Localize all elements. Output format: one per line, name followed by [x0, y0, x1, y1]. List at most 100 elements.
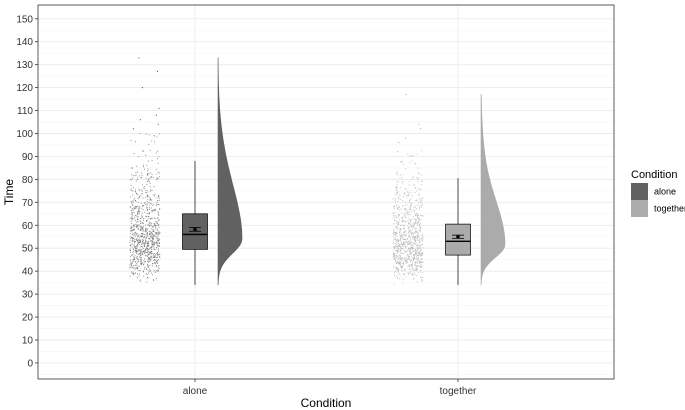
data-point: [157, 217, 159, 219]
data-point: [129, 233, 131, 235]
data-point: [145, 273, 148, 275]
data-point: [399, 198, 402, 201]
data-point: [143, 250, 145, 252]
data-point: [420, 252, 422, 254]
data-point: [137, 216, 139, 218]
data-point: [151, 249, 153, 251]
data-point: [157, 254, 159, 256]
data-point: [397, 200, 399, 202]
data-point: [407, 262, 409, 264]
data-point: [146, 248, 149, 250]
data-point: [149, 226, 151, 228]
data-point: [139, 228, 142, 230]
y-tick-label: 60: [22, 221, 34, 232]
data-point: [146, 245, 148, 247]
data-point: [155, 229, 157, 231]
data-point: [393, 223, 395, 225]
data-point: [159, 254, 161, 256]
data-point: [141, 246, 143, 248]
data-point: [414, 268, 417, 270]
data-point: [148, 172, 150, 174]
data-point: [399, 237, 402, 239]
data-point: [132, 232, 134, 234]
data-point: [137, 245, 139, 247]
data-point: [149, 190, 152, 193]
data-point: [159, 133, 161, 135]
data-point: [137, 258, 139, 260]
data-point: [148, 270, 150, 272]
x-tick-label: together: [440, 386, 477, 397]
data-point: [420, 214, 422, 216]
data-point: [392, 217, 394, 219]
data-point: [396, 242, 398, 244]
data-point: [412, 206, 414, 209]
data-point: [158, 226, 160, 228]
data-point: [156, 70, 159, 73]
data-point: [397, 247, 399, 249]
data-point: [142, 270, 145, 272]
data-point: [392, 232, 394, 234]
data-point: [416, 258, 418, 260]
data-point: [418, 261, 420, 263]
data-point: [154, 195, 156, 197]
data-point: [403, 238, 405, 241]
data-point: [149, 268, 151, 270]
data-point: [408, 255, 411, 257]
data-point: [157, 248, 160, 250]
data-point: [412, 238, 414, 240]
data-point: [396, 261, 398, 264]
data-point: [151, 255, 153, 257]
data-point: [398, 206, 401, 209]
data-point: [152, 225, 154, 227]
data-point: [131, 208, 133, 210]
data-point: [136, 179, 138, 181]
data-point: [417, 217, 419, 219]
data-point: [402, 221, 404, 223]
data-point: [139, 253, 141, 255]
data-point: [138, 275, 140, 277]
boxplots: [182, 161, 471, 285]
data-point: [137, 225, 139, 227]
data-point: [129, 178, 132, 180]
data-point: [417, 223, 419, 225]
data-point: [397, 277, 399, 279]
data-point: [148, 202, 150, 204]
data-point: [153, 244, 155, 246]
data-point: [403, 216, 405, 218]
data-point: [415, 267, 417, 269]
data-point: [404, 234, 406, 236]
data-point: [131, 271, 133, 273]
data-point: [154, 254, 157, 256]
data-point: [422, 197, 424, 199]
data-point: [409, 258, 411, 260]
data-point: [141, 193, 143, 195]
y-tick-label: 130: [16, 60, 33, 71]
data-point: [146, 247, 148, 249]
data-point: [395, 256, 398, 259]
data-point: [133, 251, 135, 253]
data-point: [146, 233, 148, 235]
data-point: [156, 197, 158, 199]
data-point: [158, 199, 160, 202]
data-point: [144, 242, 146, 244]
data-point: [147, 256, 149, 258]
data-point: [142, 237, 145, 239]
data-point: [139, 249, 141, 251]
data-point: [406, 210, 408, 212]
data-point: [130, 260, 132, 262]
y-tick-label: 20: [22, 313, 34, 324]
data-point: [156, 158, 158, 160]
data-point: [157, 239, 159, 241]
data-point: [139, 225, 141, 227]
data-point: [157, 195, 159, 197]
data-point: [417, 237, 419, 239]
data-point: [402, 273, 404, 276]
data-point: [153, 186, 155, 188]
data-point: [133, 218, 135, 220]
data-point: [139, 256, 141, 258]
data-point: [157, 231, 159, 233]
data-point: [149, 236, 151, 238]
data-point: [140, 202, 143, 204]
data-point: [420, 219, 422, 221]
data-point: [145, 191, 147, 194]
